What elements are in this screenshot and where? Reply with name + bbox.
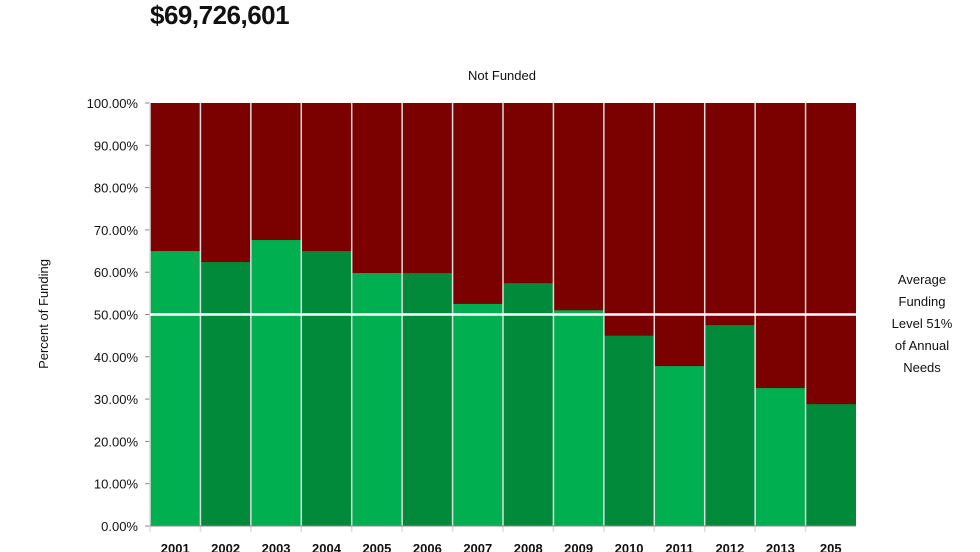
average-annotation-line: of Annual (895, 338, 949, 353)
bar-funded-2002 (200, 262, 251, 526)
bar-funded-2008 (503, 283, 554, 526)
bar-not-funded-205 (805, 103, 856, 405)
average-annotation-line: Needs (903, 360, 941, 375)
y-tick-label: 50.00% (94, 308, 139, 323)
x-tick-label: 2012 (715, 541, 744, 552)
average-annotation-line: Funding (899, 294, 946, 309)
funding-total-amount: $69,726,601 (150, 0, 290, 30)
bar-not-funded-2005 (351, 103, 403, 274)
bar-funded-2009 (553, 310, 604, 526)
x-tick-label: 2013 (766, 541, 795, 552)
y-axis-label: Percent of Funding (36, 259, 51, 369)
y-tick-label: 70.00% (94, 223, 139, 238)
y-tick-label: 0.00% (101, 519, 138, 534)
bar-funded-205 (805, 404, 856, 526)
bar-funded-2003 (250, 240, 302, 526)
bar-not-funded-2003 (250, 103, 302, 241)
x-tick-label: 2002 (211, 541, 240, 552)
y-tick-label: 60.00% (94, 265, 139, 280)
bar-not-funded-2012 (704, 103, 756, 326)
x-tick-label: 2004 (312, 541, 342, 552)
x-tick-label: 2005 (362, 541, 391, 552)
bar-not-funded-2004 (301, 103, 352, 252)
bar-funded-2007 (452, 303, 503, 526)
bar-not-funded-2002 (200, 103, 251, 263)
bar-funded-2013 (755, 388, 806, 526)
bar-funded-2004 (301, 251, 352, 527)
y-tick-label: 30.00% (94, 392, 139, 407)
bar-not-funded-2006 (402, 103, 453, 274)
bar-funded-2005 (351, 273, 403, 526)
bar-not-funded-2010 (603, 103, 655, 337)
average-annotation-line: Level 51% (892, 316, 953, 331)
y-tick-label: 90.00% (94, 138, 139, 153)
bar-funded-2010 (603, 335, 655, 526)
y-tick-label: 10.00% (94, 477, 139, 492)
bar-not-funded-2008 (503, 103, 554, 284)
x-tick-label: 2008 (514, 541, 543, 552)
x-tick-label: 2006 (413, 541, 442, 552)
y-tick-label: 40.00% (94, 350, 139, 365)
bar-funded-2011 (654, 366, 705, 526)
bar-funded-2001 (150, 251, 201, 527)
bar-funded-2012 (704, 325, 756, 526)
x-tick-label: 205 (820, 541, 842, 552)
bar-funded-2006 (402, 273, 453, 526)
x-tick-label: 2007 (463, 541, 492, 552)
x-tick-label: 2003 (262, 541, 291, 552)
bar-not-funded-2011 (654, 103, 705, 367)
y-tick-label: 80.00% (94, 181, 139, 196)
x-tick-label: 2010 (615, 541, 644, 552)
x-tick-label: 2009 (564, 541, 593, 552)
x-tick-label: 2001 (161, 541, 190, 552)
bar-not-funded-2001 (150, 103, 201, 252)
bar-not-funded-2007 (452, 103, 503, 305)
y-tick-label: 100.00% (87, 96, 139, 111)
average-annotation-line: Average (898, 272, 946, 287)
bar-not-funded-2013 (755, 103, 806, 389)
bar-not-funded-2009 (553, 103, 604, 311)
chart-title: Not Funded (468, 68, 536, 83)
y-tick-label: 20.00% (94, 434, 139, 449)
x-tick-label: 2011 (665, 541, 693, 552)
